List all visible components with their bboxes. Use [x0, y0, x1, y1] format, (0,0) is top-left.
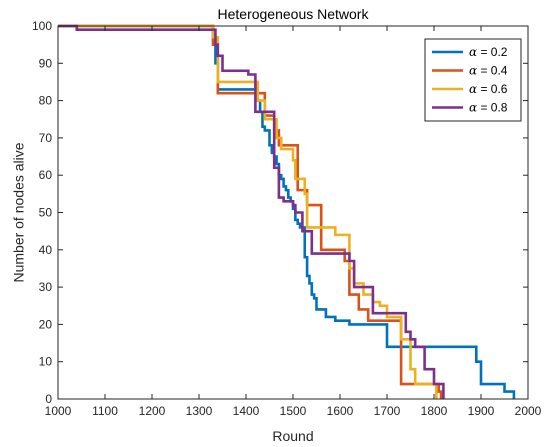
- y-tick-label: 40: [39, 243, 53, 257]
- x-tick-label: 2000: [515, 404, 542, 418]
- x-axis-title: Round: [272, 428, 313, 444]
- y-axis-title: Number of nodes alive: [11, 142, 27, 282]
- x-tick-label: 1600: [327, 404, 354, 418]
- y-tick-label: 20: [39, 317, 53, 331]
- x-tick-label: 1000: [45, 404, 72, 418]
- y-tick-label: 10: [39, 355, 53, 369]
- x-tick-label: 1200: [139, 404, 166, 418]
- x-tick-label: 1100: [92, 404, 118, 418]
- series-line-3: [58, 24, 438, 399]
- x-tick-label: 1700: [374, 404, 401, 418]
- y-tick-label: 80: [39, 94, 53, 108]
- y-tick-label: 0: [45, 392, 52, 406]
- x-tick-label: 1500: [280, 404, 307, 418]
- legend-label-3: α = 0.6: [469, 82, 508, 96]
- series-line-1: [58, 24, 516, 399]
- y-tick-label: 70: [39, 131, 53, 145]
- series-line-4: [58, 24, 445, 399]
- legend: α = 0.2 α = 0.4 α = 0.6 α = 0.8: [424, 38, 522, 122]
- y-tick-label: 90: [39, 56, 53, 70]
- x-tick-label: 1400: [233, 404, 260, 418]
- series-layer: [58, 24, 516, 399]
- chart-title: Heterogeneous Network: [218, 6, 370, 22]
- legend-label-4: α = 0.8: [469, 101, 508, 115]
- x-tick-label: 1900: [468, 404, 495, 418]
- axes-layer: 1000 1100 1200 1300 1400 1500 1600 1700 1800 1900…: [32, 19, 542, 418]
- legend-label-2: α = 0.4: [469, 64, 508, 78]
- legend-label-1: α = 0.2: [469, 45, 508, 59]
- y-tick-label: 100: [32, 19, 52, 33]
- y-tick-label: 50: [39, 206, 53, 220]
- x-tick-label: 1800: [421, 404, 448, 418]
- y-tick-label: 30: [39, 280, 53, 294]
- y-tick-label: 60: [39, 168, 53, 182]
- x-tick-label: 1300: [186, 404, 213, 418]
